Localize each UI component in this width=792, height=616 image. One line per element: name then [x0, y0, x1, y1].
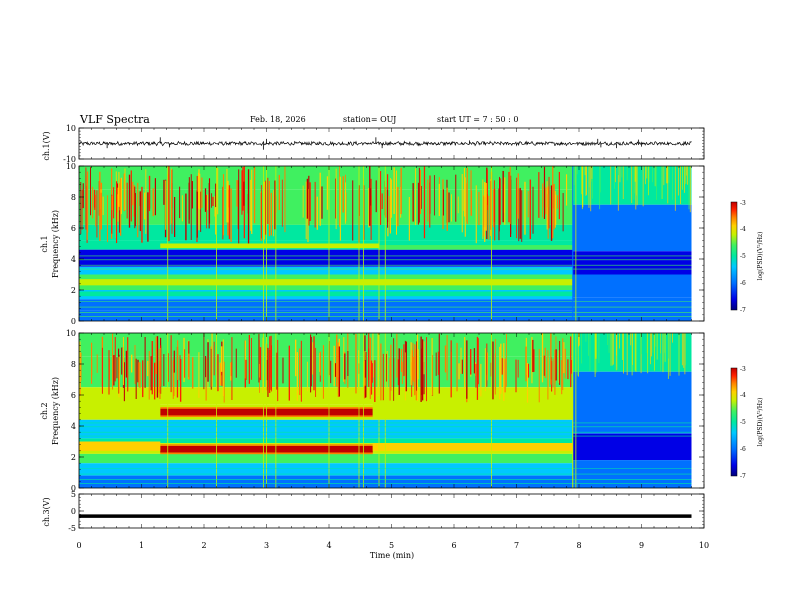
ch2-colorbar-label: log(PSD)(V²/Hz)	[757, 398, 764, 447]
spectrogram-background	[79, 333, 573, 357]
ch3-voltage-tick-label: 0	[71, 507, 76, 516]
ch2-cb-tick: -3	[740, 366, 746, 373]
ch2-5khz-band	[79, 398, 161, 419]
start-time-label: start UT = 7 : 50 : 0	[437, 115, 518, 124]
ch3-voltage-tick-label: 5	[71, 490, 76, 499]
ch1-frequency-ylabel: Frequency (kHz)	[51, 210, 60, 278]
ch2-colorbar: -3 -4 -5 -6 -7 log(PSD)(V²/Hz)	[730, 366, 764, 480]
ch2-cb-tick: -6	[740, 446, 746, 453]
ch1-frequency-tick-label: 10	[66, 162, 76, 171]
ch1-voltage-ylabel: ch.1(V)	[42, 131, 51, 160]
ch2-frequency-tick-label: 4	[71, 422, 76, 431]
time-tick-label: 5	[389, 541, 394, 550]
ch2-frequency-tick-label: 2	[71, 453, 76, 462]
ch1-waveform-trace	[78, 140, 692, 147]
time-tick-label: 2	[201, 541, 206, 550]
ch2-2khz-band	[372, 443, 573, 451]
ch1-cb-tick: -4	[740, 226, 746, 233]
time-tick-label: 1	[139, 541, 144, 550]
time-axis: 0 1 2 3 4 5 6 7 8 9 10	[76, 541, 709, 550]
spectrogram-background	[572, 433, 692, 461]
ch2-frequency-tick-label: 10	[66, 329, 76, 338]
spectrogram-background	[572, 274, 692, 298]
spectrogram-background	[79, 387, 573, 405]
ch2-cb-tick: -7	[740, 473, 746, 480]
spectrogram-background	[572, 297, 692, 321]
ch1-cb-tick: -5	[740, 253, 746, 260]
ch1-colorbar: -3 -4 -5 -6 -7 log(PSD)(V²/Hz)	[730, 200, 764, 314]
ch1-voltage-tick-label: 10	[66, 124, 76, 133]
ch2-5khz-band	[372, 401, 573, 417]
ch2-spectrogram-panel: 0 2 4 6 8 10	[66, 329, 705, 493]
figure-title: VLF Spectra	[79, 113, 150, 126]
ch1-cb-tick: -3	[740, 200, 746, 207]
ch1-colorbar-label: log(PSD)(V²/Hz)	[757, 232, 764, 281]
spectrogram-background	[79, 299, 573, 311]
time-tick-label: 4	[326, 541, 331, 550]
spectrogram-background	[79, 463, 573, 476]
ch3-voltage-tick-label: -5	[68, 524, 76, 533]
ch1-frequency-tick-label: 2	[71, 286, 76, 295]
ch3-waveform-frame	[78, 493, 705, 529]
ch1-frequency-tick-label: 0	[71, 317, 76, 326]
station-label: station= OUJ	[343, 115, 396, 124]
time-tick-label: 9	[639, 541, 644, 550]
spectrogram-background	[79, 475, 573, 488]
spectrogram-background	[572, 410, 692, 434]
spectrogram-background	[572, 204, 692, 252]
ch1-spec-ylabel: ch.1	[40, 235, 49, 252]
ch1-5khz-band	[379, 245, 573, 250]
spectrogram-blank	[691, 333, 704, 488]
ch2-spec-ylabel: ch.2	[40, 402, 49, 419]
ch1-dark-band	[79, 251, 573, 258]
ch2-colorbar-gradient	[730, 367, 738, 477]
ch1-colorbar-gradient	[730, 201, 738, 311]
ch1-5khz-band	[160, 243, 379, 249]
spectrogram-background	[79, 266, 573, 275]
ch1-frequency-tick-label: 6	[71, 224, 76, 233]
ch1-cb-tick: -6	[740, 280, 746, 287]
spectrogram-background	[79, 453, 573, 464]
ch2-2khz-band	[79, 441, 161, 451]
ch1-2khz-band	[79, 279, 573, 286]
ch2-frequency-tick-label: 8	[71, 360, 76, 369]
time-tick-label: 3	[264, 541, 269, 550]
date-label: Feb. 18, 2026	[250, 115, 306, 124]
ch1-2khz-band	[79, 291, 573, 297]
ch1-cb-tick: -7	[740, 307, 746, 314]
ch2-frequency-ylabel: Frequency (kHz)	[51, 377, 60, 445]
ch3-waveform-panel: 5 0 -5	[68, 490, 705, 533]
ch1-frequency-tick-label: 4	[71, 255, 76, 264]
spectrogram-background	[79, 356, 573, 388]
spectrogram-background	[79, 310, 573, 321]
time-tick-label: 6	[451, 541, 456, 550]
time-xlabel: Time (min)	[370, 551, 414, 560]
spectrogram-background	[79, 224, 573, 241]
ch2-cb-tick: -4	[740, 392, 746, 399]
ch1-frequency-tick-label: 8	[71, 193, 76, 202]
ch2-frequency-tick-label: 0	[71, 484, 76, 493]
ch2-cb-tick: -5	[740, 419, 746, 426]
ch3-voltage-ylabel: ch.3(V)	[42, 497, 51, 526]
spectrogram-background	[79, 438, 573, 444]
ch1-waveform-panel: 10 -10	[63, 124, 705, 164]
time-tick-label: 8	[576, 541, 581, 550]
spectrogram-background	[572, 251, 692, 275]
ch1-spectrogram-panel: 0 2 4 6 8 10	[66, 162, 705, 326]
time-tick-label: 0	[76, 541, 81, 550]
time-tick-label: 7	[514, 541, 519, 550]
spectrogram-blank	[691, 166, 704, 321]
ch1-voltage-tick-label: -10	[63, 155, 76, 164]
ch2-frequency-tick-label: 6	[71, 391, 76, 400]
spectrogram-background	[79, 166, 573, 190]
spectrogram-background	[572, 371, 692, 411]
time-tick-label: 10	[699, 541, 709, 550]
